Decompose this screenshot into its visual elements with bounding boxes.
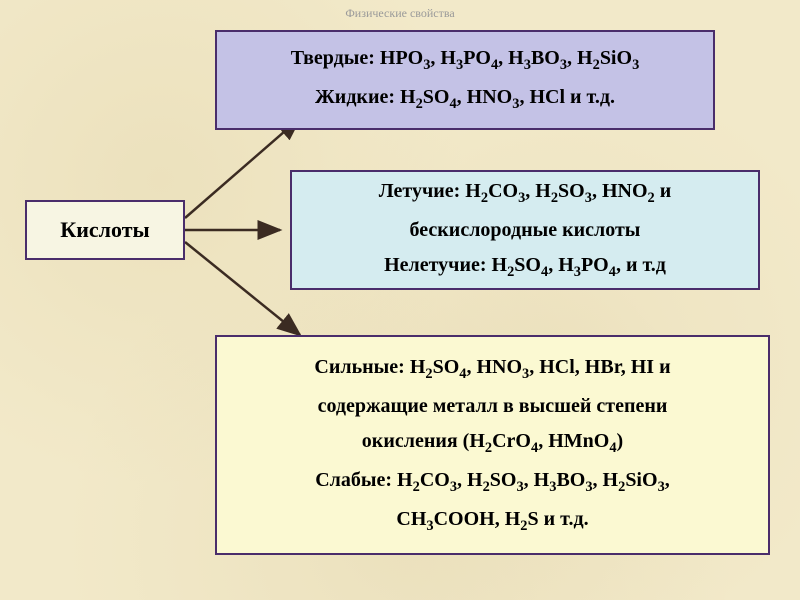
cat2-line1: Летучие: H2CO3, H2SO3, HNO2 и xyxy=(300,180,750,207)
category-box-solid-liquid: Твердые: HPO3, H3PO4, H3BO3, H2SiO3 Жидк… xyxy=(215,30,715,130)
page-title: Физические свойства xyxy=(0,6,800,21)
root-label: Кислоты xyxy=(35,217,175,243)
cat3-line2: содержащие металл в высшей степени xyxy=(225,395,760,418)
cat3-line5: CH3COOH, H2S и т.д. xyxy=(225,508,760,535)
cat3-line3: окисления (H2CrO4, HMnO4) xyxy=(225,430,760,457)
cat1-line1: Твердые: HPO3, H3PO4, H3BO3, H2SiO3 xyxy=(225,47,705,74)
cat3-line1: Сильные: H2SO4, HNO3, HCl, HBr, HI и xyxy=(225,356,760,383)
cat1-line2: Жидкие: H2SO4, HNO3, HCl и т.д. xyxy=(225,86,705,113)
cat3-line4: Слабые: H2CO3, H2SO3, H3BO3, H2SiO3, xyxy=(225,469,760,496)
cat2-line3: Нелетучие: H2SO4, H3PO4, и т.д xyxy=(300,254,750,281)
category-box-volatile: Летучие: H2CO3, H2SO3, HNO2 и бескислоро… xyxy=(290,170,760,290)
category-box-strength: Сильные: H2SO4, HNO3, HCl, HBr, HI и сод… xyxy=(215,335,770,555)
cat2-line2: бескислородные кислоты xyxy=(300,219,750,242)
root-box: Кислоты xyxy=(25,200,185,260)
